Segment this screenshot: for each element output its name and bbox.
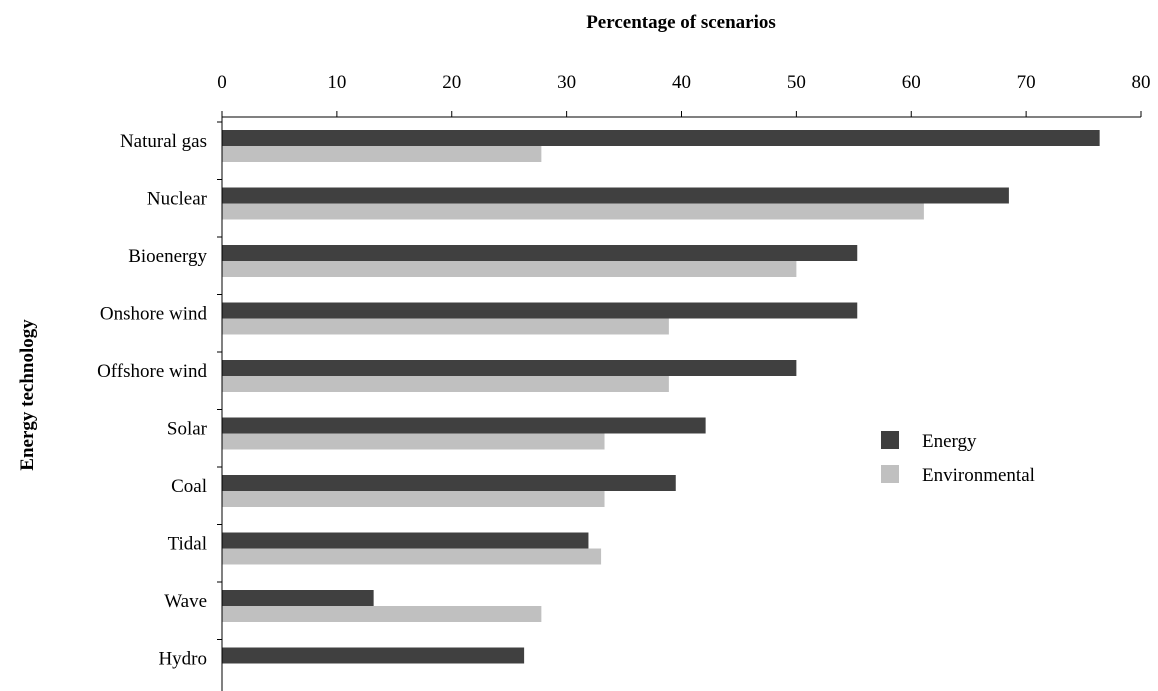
x-axis-title: Percentage of scenarios xyxy=(586,12,776,33)
bar-environmental-coal xyxy=(222,491,605,507)
bar-environmental-bioenergy xyxy=(222,261,797,277)
bar-energy-offshore-wind xyxy=(222,360,797,376)
bar-energy-coal xyxy=(222,475,676,491)
x-tick-label: 20 xyxy=(442,72,461,93)
category-label: Bioenergy xyxy=(128,246,207,267)
category-label: Solar xyxy=(167,419,208,440)
x-tick-label: 30 xyxy=(557,72,576,93)
bar-environmental-wave xyxy=(222,606,542,622)
bar-energy-onshore-wind xyxy=(222,302,858,319)
bar-energy-hydro xyxy=(222,647,525,664)
x-tick-label: 0 xyxy=(217,72,227,93)
category-labels: Natural gas Nuclear Bioenergy Onshore wind O… xyxy=(97,121,222,670)
bar-environmental-solar xyxy=(222,433,605,450)
bar-energy-wave xyxy=(222,590,374,606)
category-label: Onshore wind xyxy=(100,304,208,325)
bar-energy-solar xyxy=(222,417,706,434)
legend: Energy Environmental xyxy=(881,431,1035,486)
bar-environmental-natural-gas xyxy=(222,146,542,162)
category-label: Natural gas xyxy=(120,131,207,152)
bar-environmental-offshore-wind xyxy=(222,376,669,392)
legend-swatch-environmental xyxy=(881,465,899,483)
category-label: Coal xyxy=(171,476,207,497)
bar-environmental-onshore-wind xyxy=(222,318,669,335)
x-tick-label: 80 xyxy=(1132,72,1151,93)
legend-label-environmental: Environmental xyxy=(922,465,1035,486)
x-tick-label: 40 xyxy=(672,72,691,93)
bar-energy-tidal xyxy=(222,532,589,549)
legend-swatch-energy xyxy=(881,431,899,449)
x-tick-label: 70 xyxy=(1017,72,1036,93)
bar-energy-natural-gas xyxy=(222,130,1100,146)
category-label: Nuclear xyxy=(147,189,208,210)
bar-energy-bioenergy xyxy=(222,245,858,261)
category-label: Tidal xyxy=(168,534,207,555)
y-axis-title: Energy technology xyxy=(17,319,38,471)
category-label: Offshore wind xyxy=(97,361,207,382)
bar-environmental-nuclear xyxy=(222,203,924,220)
category-label: Wave xyxy=(164,591,207,612)
bars-group xyxy=(222,130,1100,664)
category-label: Hydro xyxy=(158,649,207,670)
bar-energy-nuclear xyxy=(222,187,1009,204)
x-tick-label: 10 xyxy=(327,72,346,93)
x-tick-label: 60 xyxy=(902,72,921,93)
x-axis-ticks: 0 10 20 30 40 50 60 70 80 xyxy=(217,72,1151,117)
x-tick-label: 50 xyxy=(787,72,806,93)
legend-label-energy: Energy xyxy=(922,431,977,452)
bar-environmental-tidal xyxy=(222,548,602,565)
